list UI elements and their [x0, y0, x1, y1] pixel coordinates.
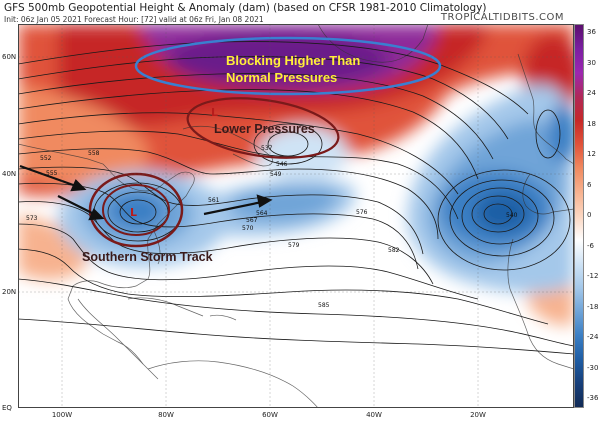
colorbar-tick-label: 0	[587, 211, 592, 219]
lat-label-20n: 20N	[2, 288, 17, 296]
arrow-inbound-2	[57, 195, 95, 215]
contour-label: 549	[270, 171, 282, 178]
lat-label-40n: 40N	[2, 170, 17, 178]
europe-coast	[517, 53, 574, 165]
colorbar-tick-label: -6	[587, 241, 594, 250]
colorbar-tick-label: 24	[587, 89, 596, 97]
lon-label-40w: 40W	[366, 411, 382, 419]
storm-inner-circle	[102, 184, 170, 236]
map-title: GFS 500mb Geopotential Height & Anomaly …	[4, 2, 487, 14]
colorbar-tick-label: 6	[587, 180, 592, 189]
colorbar	[574, 24, 584, 408]
storm-track-arrows	[19, 164, 273, 221]
colorbar-tick-label: 30	[587, 58, 596, 67]
contour-label: 585	[318, 302, 330, 309]
contour-label: 579	[288, 242, 300, 249]
contour-label: 546	[276, 161, 288, 168]
hispaniola-coast	[209, 314, 237, 321]
colorbar-tick-label: -12	[587, 272, 599, 280]
arrow-outbound	[203, 200, 263, 216]
arrow-inbound-1	[19, 164, 77, 188]
positive-anomaly-west	[18, 84, 149, 186]
lon-label-20w: 20W	[470, 411, 486, 419]
lower-pressures-ellipse	[186, 97, 340, 159]
low-marker-storm: L	[130, 206, 137, 219]
lower-pressures-label: Lower Pressures	[214, 122, 315, 136]
contour-label: 564	[256, 210, 268, 217]
low-markers: L L	[130, 106, 218, 219]
lon-label-60w: 60W	[262, 411, 278, 419]
canada-maritimes	[182, 125, 273, 167]
contour-label: 555	[46, 170, 58, 177]
contour-label: 576	[356, 209, 368, 216]
colorbar-tick-label: -18	[587, 302, 599, 311]
negative-anomaly-lower	[258, 126, 348, 182]
lon-label-80w: 80W	[158, 411, 174, 419]
contour-label: 561	[208, 197, 220, 204]
contour-label: 537	[261, 145, 273, 152]
contour-label: 573	[26, 215, 38, 222]
contour-label: 582	[388, 247, 400, 254]
positive-anomaly-sw	[18, 214, 89, 280]
colorbar-tick-label: -36	[587, 394, 599, 402]
lat-label-eq: EQ	[2, 404, 12, 412]
coastlines	[18, 24, 574, 408]
africa-coast	[507, 238, 574, 370]
contour-label: 552	[40, 155, 52, 162]
contour-label: 567	[246, 217, 258, 224]
colorbar-tick-label: 12	[587, 150, 596, 158]
cuba-coast	[127, 297, 204, 317]
anomaly-map: 537 540 546 549 552 555 558 561 564 567 …	[18, 24, 574, 408]
contour-label: 540	[506, 212, 518, 219]
storm-track-label: Southern Storm Track	[82, 250, 213, 264]
contour-label: 570	[242, 225, 254, 232]
site-watermark: TROPICALTIDBITS.COM	[440, 12, 564, 23]
low-marker-nova-scotia: L	[211, 106, 218, 119]
map-subtitle: Init: 06z Jan 05 2021 Forecast Hour: [72…	[4, 15, 264, 24]
graticule	[18, 24, 574, 408]
lon-label-100w: 100W	[51, 411, 73, 419]
blocking-label-line2: Normal Pressures	[226, 70, 338, 85]
colorbar-tick-label: 18	[587, 119, 596, 128]
colorbar-tick-label: -24	[587, 333, 599, 341]
blocking-ellipse	[134, 36, 442, 96]
blocking-label-line1: Blocking Higher Than	[226, 53, 361, 68]
south-america-coast	[147, 360, 319, 408]
colorbar-tick-label: 36	[587, 28, 596, 36]
colorbar-tick-label: -30	[587, 363, 599, 372]
north-america-coast	[18, 143, 195, 365]
lat-label-60n: 60N	[2, 53, 17, 61]
contour-labels: 537 540 546 549 552 555 558 561 564 567 …	[26, 145, 518, 309]
contour-label: 558	[88, 150, 100, 157]
